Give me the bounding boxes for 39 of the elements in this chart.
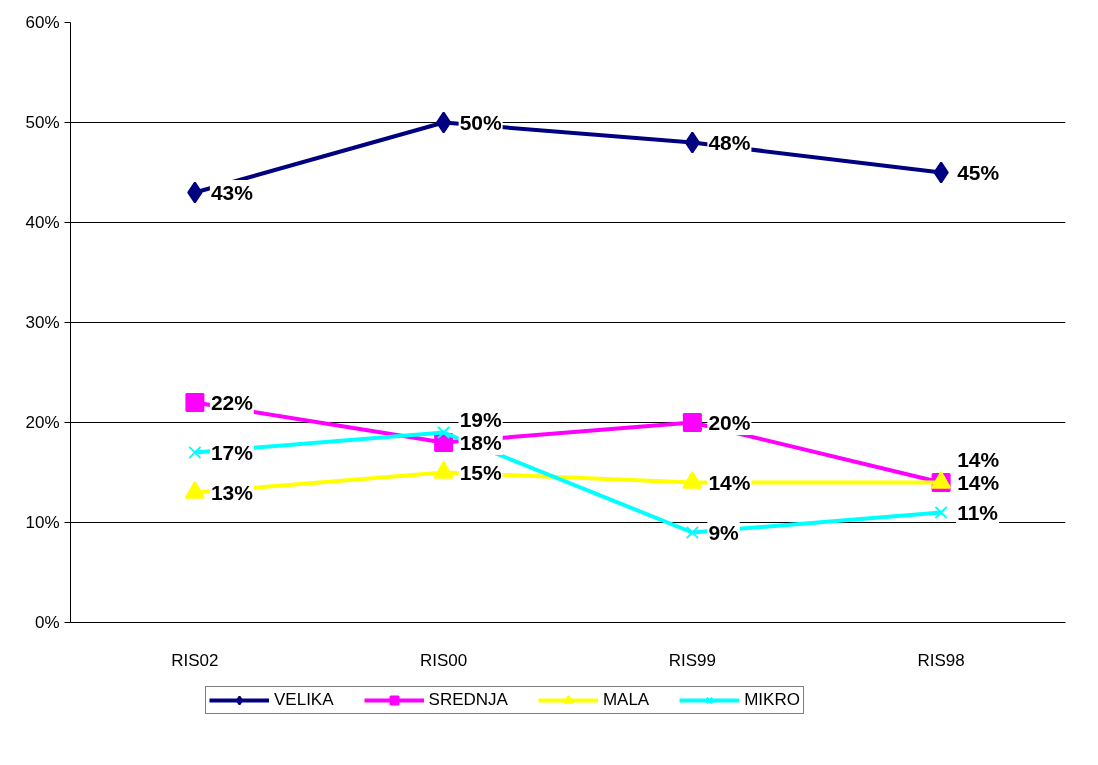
data-label: 50% [459,111,502,134]
x-tick-label: RIS98 [917,650,965,670]
x-tick-label: RIS99 [668,650,716,670]
data-label: 20% [708,411,751,434]
point [934,505,948,520]
y-tick-label: 0% [34,613,60,632]
y-tick-label: 10% [25,513,60,532]
data-label: 22% [210,391,254,414]
data-label: 45% [957,161,1000,184]
legend-label: MALA [602,690,650,710]
data-label: 15% [459,461,502,484]
legend-label: SREDNJA [428,690,508,710]
data-label: 9% [708,521,740,544]
point [185,393,205,412]
y-tick-label: 40% [25,213,60,232]
data-label: 18% [459,431,502,454]
point [682,413,702,432]
data-label: 48% [708,131,751,154]
y-tick-label: 60% [25,13,60,32]
point [188,445,202,460]
data-label: 17% [210,441,254,464]
y-tick-label: 20% [25,413,60,432]
point [685,525,700,540]
data-label: 14% [957,471,1000,494]
y-tick-label: 50% [25,113,60,132]
x-tick-label: RIS00 [420,650,468,670]
x-tick-label: RIS02 [171,650,219,670]
data-label: 14% [708,471,751,494]
data-label: 14% [957,448,1000,471]
data-label: 11% [957,501,999,524]
y-tick-label: 30% [25,313,60,332]
point [436,425,451,440]
point [684,131,701,154]
data-label: 13% [210,481,254,504]
legend-label: VELIKA [274,690,334,710]
data-label: 43% [210,181,254,204]
point [435,111,452,134]
data-label: 19% [459,408,502,431]
legend-label: MIKRO [744,690,800,710]
